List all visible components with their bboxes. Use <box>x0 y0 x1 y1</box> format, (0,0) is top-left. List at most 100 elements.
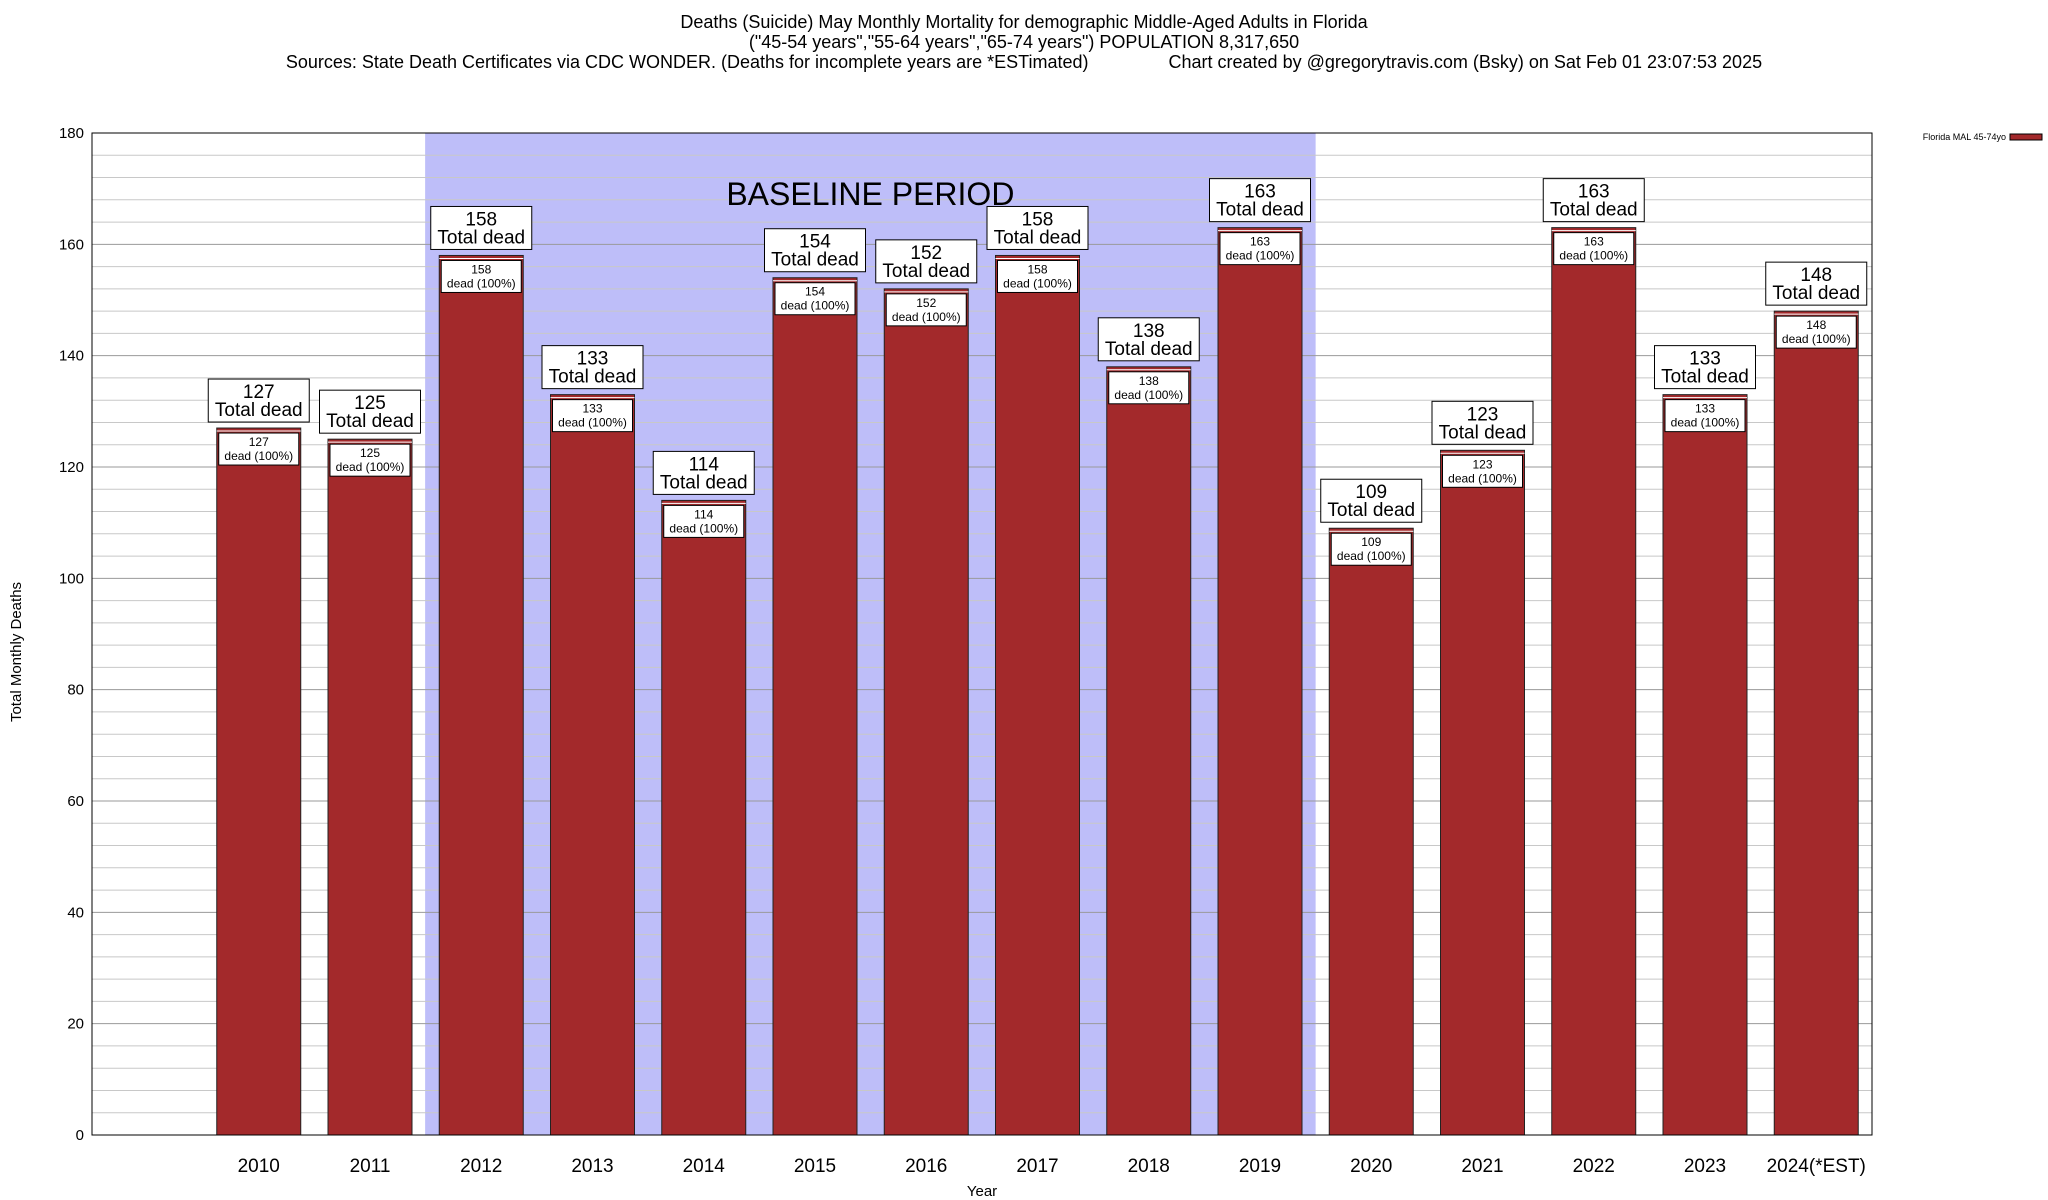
x-tick-label: 2014 <box>683 1156 726 1177</box>
top-label-value: 109 <box>1355 482 1387 503</box>
top-label-value: 133 <box>577 349 609 370</box>
top-label-text: Total dead <box>326 411 414 432</box>
top-label-value: 158 <box>465 209 497 230</box>
inner-label-percent: dead (100%) <box>1559 249 1628 263</box>
inner-label-percent: dead (100%) <box>1671 416 1740 430</box>
inner-label-box <box>1442 454 1523 488</box>
x-tick-label: 2022 <box>1573 1156 1615 1177</box>
x-tick-label: 2024(*EST) <box>1767 1156 1866 1177</box>
y-tick-label: 160 <box>59 236 84 253</box>
x-tick-label: 2017 <box>1016 1156 1058 1177</box>
x-tick-label: 2015 <box>794 1156 836 1177</box>
x-tick-label: 2018 <box>1128 1156 1170 1177</box>
inner-label-box <box>885 293 967 327</box>
inner-label-percent: dead (100%) <box>1337 549 1406 563</box>
top-label-text: Total dead <box>882 261 970 282</box>
x-axis-title: Year <box>967 1183 997 1200</box>
top-label-box <box>764 228 866 273</box>
inner-label-value: 109 <box>1361 535 1381 549</box>
bar <box>772 277 858 1136</box>
y-tick-label: 140 <box>59 348 84 365</box>
top-label-value: 154 <box>799 232 831 253</box>
bar <box>661 499 747 1136</box>
bar <box>1773 310 1859 1136</box>
top-label-value: 163 <box>1244 182 1276 203</box>
inner-label-box <box>218 432 300 466</box>
inner-label-value: 138 <box>1139 374 1159 388</box>
inner-label-percent: dead (100%) <box>669 521 738 535</box>
top-label-box <box>986 205 1089 250</box>
inner-label-percent: dead (100%) <box>336 460 405 474</box>
top-label-box <box>207 378 310 423</box>
inner-label-percent: dead (100%) <box>1448 471 1517 485</box>
legend-swatch <box>2009 133 2043 141</box>
inner-label-box <box>997 259 1078 293</box>
bar <box>327 438 413 1136</box>
inner-label-box <box>1553 232 1635 266</box>
bar <box>550 394 635 1136</box>
top-label-box <box>875 239 978 284</box>
inner-label-box <box>552 399 633 433</box>
y-tick-label: 40 <box>67 904 84 921</box>
inner-label-value: 133 <box>582 402 602 416</box>
x-tick-label: 2011 <box>350 1156 391 1177</box>
top-label-text: Total dead <box>1772 283 1860 304</box>
top-label-value: 133 <box>1689 349 1721 370</box>
inner-label-value: 163 <box>1584 235 1604 249</box>
top-label-value: 148 <box>1800 265 1832 286</box>
chart-title-line3: Sources: State Death Certificates via CD… <box>285 52 1763 72</box>
bar <box>1106 366 1192 1136</box>
top-label-box <box>652 450 755 495</box>
top-label-box <box>1209 178 1311 223</box>
top-label-box <box>1654 345 1756 390</box>
inner-label-box <box>440 259 522 293</box>
inner-label-value: 123 <box>1472 457 1492 471</box>
top-label-value: 114 <box>689 454 720 475</box>
inner-label-value: 133 <box>1695 402 1715 416</box>
bar <box>1217 227 1303 1136</box>
top-label-value: 127 <box>243 382 275 403</box>
inner-label-value: 152 <box>916 296 936 310</box>
inner-label-percent: dead (100%) <box>224 449 293 463</box>
top-label-box <box>430 205 533 250</box>
top-label-value: 125 <box>354 393 386 414</box>
top-label-text: Total dead <box>1661 367 1749 388</box>
inner-label-box <box>1108 371 1190 405</box>
top-label-box <box>1542 178 1645 223</box>
inner-label-percent: dead (100%) <box>1003 276 1072 290</box>
inner-label-box <box>774 282 856 316</box>
bar <box>1328 527 1414 1136</box>
y-tick-label: 80 <box>67 682 84 699</box>
top-label-box <box>1765 261 1868 306</box>
top-label-text: Total dead <box>771 250 859 271</box>
top-label-box <box>541 345 644 390</box>
top-label-box <box>1097 317 1200 362</box>
top-label-text: Total dead <box>660 472 748 493</box>
x-tick-label: 2023 <box>1684 1156 1726 1177</box>
chart-title-line1: Deaths (Suicide) May Monthly Mortality f… <box>680 12 1368 32</box>
y-tick-label: 60 <box>67 793 84 810</box>
bar <box>995 254 1080 1136</box>
x-tick-label: 2010 <box>238 1156 280 1177</box>
inner-label-value: 127 <box>249 435 269 449</box>
inner-label-percent: dead (100%) <box>1226 249 1295 263</box>
y-tick-label: 120 <box>59 459 84 476</box>
inner-label-value: 125 <box>360 446 380 460</box>
top-label-value: 163 <box>1578 182 1610 203</box>
top-label-text: Total dead <box>437 227 525 248</box>
inner-label-box <box>1775 315 1857 349</box>
inner-label-percent: dead (100%) <box>1782 332 1851 346</box>
bar <box>1662 394 1748 1136</box>
bar <box>1551 227 1637 1136</box>
x-tick-label: 2021 <box>1461 1156 1503 1177</box>
inner-label-box <box>1219 232 1301 266</box>
inner-label-box <box>663 504 745 538</box>
top-label-text: Total dead <box>1327 500 1415 521</box>
inner-label-percent: dead (100%) <box>781 299 850 313</box>
y-tick-label: 20 <box>67 1016 84 1033</box>
top-label-value: 152 <box>910 243 942 264</box>
top-label-value: 158 <box>1022 209 1054 230</box>
inner-label-box <box>1330 532 1412 566</box>
top-label-box <box>319 389 421 434</box>
y-tick-label: 100 <box>59 570 84 587</box>
